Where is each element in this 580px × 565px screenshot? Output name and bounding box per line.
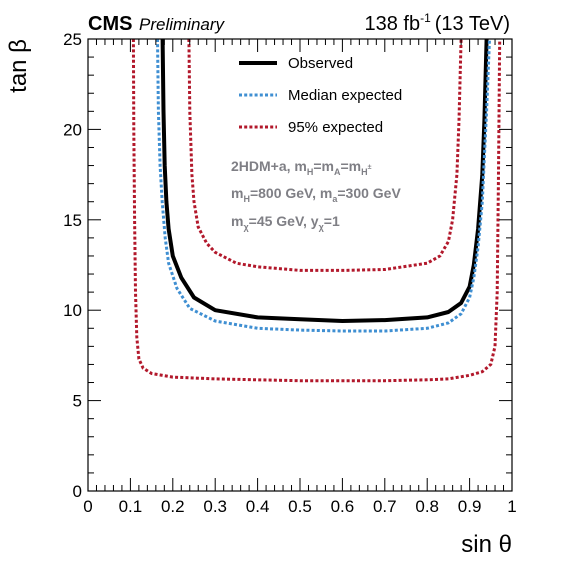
annotation-1a: 2HDM+a, m	[231, 158, 307, 174]
lumi-energy: (13 TeV)	[435, 13, 510, 35]
series-line	[131, 39, 502, 383]
x-tick-label: 0.1	[119, 497, 143, 516]
x-tick-label: 1	[507, 497, 516, 516]
experiment-label: CMS	[88, 13, 132, 35]
annotation-line-2: mH=800 GeV, ma=300 GeV	[231, 185, 401, 204]
annotation-1d: A	[334, 167, 341, 177]
y-tick-label: 20	[63, 120, 82, 139]
lumi-value: 138 fb	[364, 13, 420, 35]
x-axis-title: sin θ	[461, 531, 512, 558]
y-tick-label: 25	[63, 30, 82, 49]
annotation-line-1: 2HDM+a, mH=mA=mH±	[231, 158, 372, 177]
x-tick-label: 0.2	[161, 497, 185, 516]
annotation-1e: =m	[340, 158, 361, 174]
annotation-1f: H	[361, 167, 368, 177]
lumi-label: 138 fb-1 (13 TeV)	[364, 11, 510, 35]
annotation-2a: m	[231, 185, 243, 201]
annotation-3b: χ	[243, 222, 249, 232]
legend-label: 95% expected	[288, 119, 383, 136]
annotation-3e: =1	[324, 213, 340, 229]
annotation-3d: χ	[319, 222, 325, 232]
series-line	[187, 39, 463, 272]
x-tick-label: 0.9	[458, 497, 482, 516]
y-axis-title: tan β	[5, 39, 32, 93]
x-tick-label: 0.5	[288, 497, 312, 516]
annotation-line-3: mχ=45 GeV, yχ=1	[231, 213, 340, 232]
y-tick-label: 10	[63, 301, 82, 320]
x-tick-label: 0.8	[415, 497, 439, 516]
y-tick-label: 5	[73, 392, 82, 411]
lumi-exponent: -1	[420, 11, 431, 25]
x-tick-label: 0.4	[246, 497, 270, 516]
annotation-3a: m	[231, 213, 243, 229]
x-tick-label: 0	[83, 497, 92, 516]
legend-label: Observed	[288, 55, 353, 72]
legend-label: Median expected	[288, 87, 402, 104]
annotation-2b: H	[243, 194, 250, 204]
x-tick-label: 0.3	[203, 497, 227, 516]
annotation-1g: ±	[368, 164, 372, 171]
y-tick-label: 0	[73, 482, 82, 501]
x-tick-label: 0.7	[373, 497, 397, 516]
annotation-2e: =300 GeV	[337, 185, 401, 201]
y-tick-label: 15	[63, 211, 82, 230]
annotation-3c: =45 GeV, y	[249, 213, 319, 229]
series-layer	[131, 39, 502, 383]
status-label: Preliminary	[139, 15, 226, 34]
legend: Observed Median expected 95% expected	[239, 55, 402, 136]
x-tick-label: 0.6	[331, 497, 355, 516]
plot-frame	[87, 38, 513, 492]
annotation-2d: a	[332, 194, 338, 204]
annotation-1c: =m	[313, 158, 334, 174]
annotation-2c: =800 GeV, m	[250, 185, 332, 201]
series-line	[160, 39, 489, 323]
annotation-1b: H	[307, 167, 314, 177]
